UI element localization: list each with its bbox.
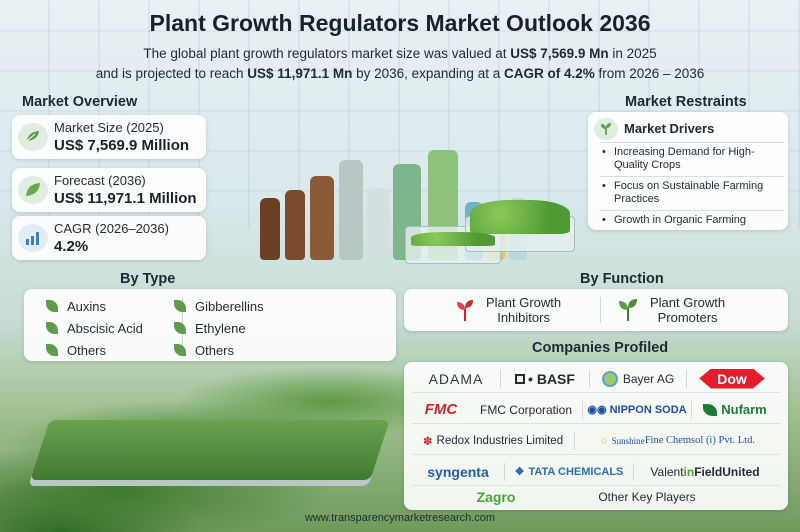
company-nippon-soda: ◉◉ NIPPON SODA [587,403,687,417]
market-overview-title: Market Overview [22,94,138,110]
sunshine-sun-icon: ☼ [599,435,609,446]
companies-profiled-title: Companies Profiled [532,340,669,356]
plant-promoter-icon [619,299,637,321]
type-item: Ethylene [174,317,344,339]
companies-row: FMC FMC Corporation ◉◉ NIPPON SODA Nufarm [412,396,780,424]
summary-text: The global plant growth regulators marke… [95,46,705,81]
leaf-icon [174,300,186,312]
company-fmc-logo: FMC [424,401,458,418]
market-size-value: US$ 7,569.9 Million [54,137,190,154]
leaf-icon [174,322,186,334]
by-function-title: By Function [580,271,664,287]
leaf-icon [18,176,48,204]
company-basf: • BASF [501,371,589,387]
lab-bottles-image [215,140,585,280]
type-item: Auxins [46,295,216,317]
company-dow: Dow [687,368,777,389]
type-column-right: Gibberellins Ethylene Others [174,295,344,361]
type-item: Others [46,339,216,361]
company-fmc: FMC Corporation [479,402,573,417]
leaf-icon [46,322,58,334]
cagr-label: CAGR (2026–2036) [54,221,169,236]
function-inhibitors: Plant Growth Inhibitors [454,293,561,327]
companies-card: ADAMA • BASF Bayer AG Dow FMC FMC Corpor… [404,362,788,510]
driver-item: Increasing Demand for High-Quality Crops [600,142,784,176]
company-syngenta: syngenta [427,463,489,480]
by-type-card: Auxins Abscisic Acid Others Gibberellins… [24,289,396,361]
other-key-players: Other Key Players [598,490,696,504]
company-zagro: Zagro [476,489,516,505]
companies-row: Zagro Other Key Players [412,486,780,508]
leaf-icon [46,300,58,312]
forecast-card: Forecast (2036) US$ 11,971.1 Million [12,168,206,212]
type-item: Abscisic Acid [46,317,216,339]
sprout-icon [594,118,618,140]
leaf-icon [174,344,186,356]
cagr-value: 4.2% [54,238,89,255]
bayer-cross-icon [601,370,618,387]
plant-inhibitor-icon [457,300,473,321]
by-type-title: By Type [120,271,176,287]
cagr-card: CAGR (2026–2036) 4.2% [12,216,206,260]
company-nufarm: Nufarm [692,402,778,417]
market-drivers-list: Increasing Demand for High-Quality Crops… [600,142,784,231]
companies-row: ADAMA • BASF Bayer AG Dow [412,365,780,393]
company-adama: ADAMA [428,370,484,387]
market-size-label: Market Size (2025) [54,120,164,135]
forecast-value: US$ 11,971.1 Million [54,190,197,207]
footer-url[interactable]: www.transparencymarketresearch.com [304,512,496,524]
leaf-hand-icon [18,123,48,151]
type-item: Gibberellins [174,295,344,317]
type-item: Others [174,339,344,361]
leaf-icon [46,344,58,356]
market-drivers-title: Market Drivers [624,121,715,136]
page-title: Plant Growth Regulators Market Outlook 2… [149,10,651,36]
company-redox: ✽ Redox Industries Limited [422,434,564,448]
market-size-card: Market Size (2025) US$ 7,569.9 Million [12,115,206,159]
forecast-label: Forecast (2036) [54,173,146,188]
redox-flower-icon: ✽ [422,435,433,448]
driver-item: Focus on Sustainable Farming Practices [600,176,784,210]
bar-chart-icon [18,224,48,252]
tata-logo-icon: ❖ [514,466,525,478]
company-sunshine: ☼ Sunshine Fine Chemsol (i) Pvt. Ltd. [599,435,755,446]
company-tata-chemicals: ❖ TATA CHEMICALS [514,465,624,479]
companies-row: ✽ Redox Industries Limited ☼ Sunshine Fine… [412,427,780,455]
seedling-tray-image [30,420,390,480]
company-valent: Valent in Field United [650,464,760,479]
type-column-left: Auxins Abscisic Acid Others [46,295,216,361]
nufarm-leaf-icon [703,403,718,416]
driver-item: Growth in Organic Farming [600,210,784,231]
function-promoters: Plant Growth Promoters [616,293,725,327]
nippon-soda-icon: ◉◉ [587,404,607,416]
company-bayer: Bayer AG [590,370,686,387]
market-restraints-title: Market Restraints [625,94,747,110]
companies-row: syngenta ❖ TATA CHEMICALS Valent in Field … [412,458,780,486]
by-function-card: Plant Growth Inhibitors Plant Growth Promo… [404,289,788,331]
market-drivers-card: Market Drivers Increasing Demand for Hig… [588,112,788,230]
function-divider [600,297,601,323]
